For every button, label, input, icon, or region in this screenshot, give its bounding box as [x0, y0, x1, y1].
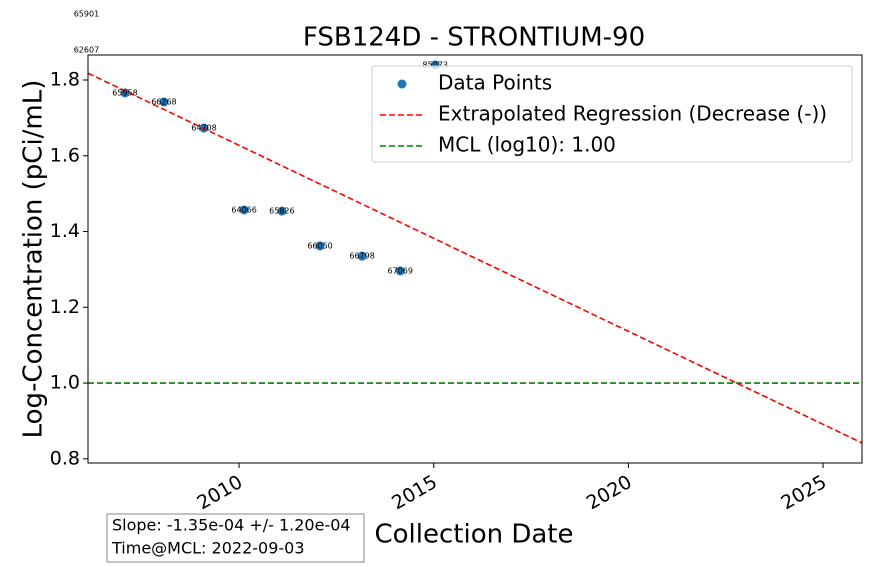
data-point [395, 266, 405, 276]
point-label: 65901 [74, 10, 99, 19]
y-tick-label: 1.0 [50, 372, 80, 394]
legend-label: MCL (log10): 1.00 [438, 133, 616, 157]
annotation-box [106, 513, 365, 563]
data-point [277, 206, 287, 216]
legend-label: Extrapolated Regression (Decrease (-)) [438, 102, 827, 126]
legend: Data Points Extrapolated Regression (Decr… [371, 65, 853, 163]
point-label: 65826 [269, 207, 294, 216]
regression-line [88, 72, 862, 444]
point-label: 85073 [423, 60, 448, 69]
y-tick-label: 1.4 [50, 220, 80, 242]
chart-title: FSB124D - STRONTIUM-90 [303, 23, 645, 53]
point-label: 65958 [112, 88, 137, 97]
point-label: 66050 [307, 241, 332, 250]
y-tick-label: 1.6 [50, 144, 80, 166]
legend-marker [397, 79, 407, 89]
data-point [159, 97, 169, 107]
point-label: 62607 [74, 46, 99, 55]
data-point [315, 241, 325, 251]
point-label: 64708 [191, 124, 216, 133]
legend-label: Data Points [438, 71, 552, 95]
point-label: 66798 [349, 252, 374, 261]
axes-frame [87, 54, 863, 464]
x-axis-label: Collection Date [374, 520, 573, 550]
annotation-line: Time@MCL: 2022-09-03 [111, 539, 305, 558]
point-label: 67069 [388, 266, 413, 275]
point-label: 64066 [231, 205, 256, 214]
y-tick-label: 1.8 [50, 69, 80, 91]
overlay: 65901 62607 65958 66268 64708 64066 65826 66050… [74, 10, 448, 276]
legend-box [371, 65, 853, 163]
y-tick-label: 1.2 [50, 296, 80, 318]
y-axis-label: Log-Concentration (pCi/mL) [19, 80, 49, 439]
y-tick-label: 0.8 [50, 447, 80, 469]
point-label: 66268 [151, 97, 176, 106]
data-point [239, 205, 249, 215]
data-point [357, 251, 367, 261]
annotation-line: Slope: -1.35e-04 +/- 1.20e-04 [112, 516, 351, 535]
